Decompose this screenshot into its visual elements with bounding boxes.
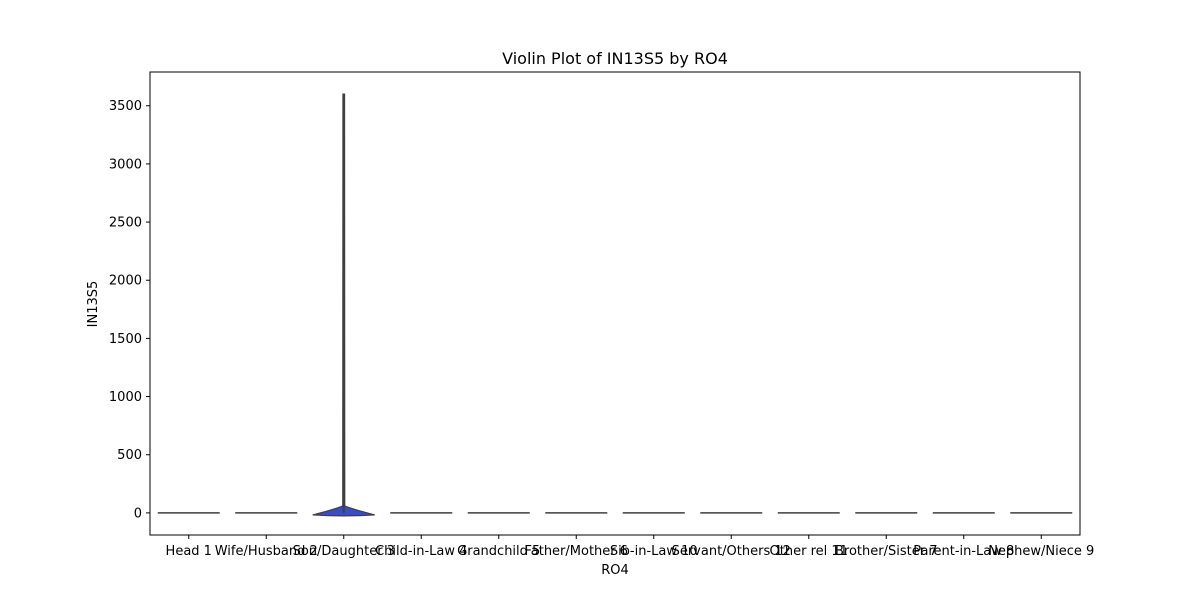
x-tick-label: Child-in-Law 4 bbox=[375, 544, 467, 559]
x-axis-label: RO4 bbox=[601, 563, 629, 578]
x-tick-label: Sib-in-Law 10 bbox=[610, 544, 698, 559]
x-tick-label: Servant/Others 12 bbox=[672, 544, 791, 559]
y-tick-label: 3000 bbox=[109, 157, 142, 172]
violin bbox=[312, 93, 375, 517]
y-tick-label: 500 bbox=[117, 448, 142, 463]
plot-frame bbox=[149, 71, 1081, 536]
x-tick-label: Son/Daughter 3 bbox=[293, 544, 395, 559]
x-tick-label: Parent-in-Law 8 bbox=[913, 544, 1014, 559]
chart-title: Violin Plot of IN13S5 by RO4 bbox=[502, 49, 728, 68]
y-tick-label: 0 bbox=[134, 506, 142, 521]
y-tick-label: 1500 bbox=[109, 332, 142, 347]
x-tick-label: Grandchild 5 bbox=[457, 544, 540, 559]
violin-series bbox=[157, 93, 1073, 517]
x-tick-label: Brother/Sister 7 bbox=[835, 544, 937, 559]
y-axis: 0 500 1000 1500 2000 2500 3000 3500 bbox=[109, 99, 150, 521]
x-tick-label: Nephew/Niece 9 bbox=[988, 544, 1094, 559]
y-tick-label: 3500 bbox=[109, 99, 142, 114]
x-tick-label: Wife/Husband 2 bbox=[215, 544, 318, 559]
x-tick-label: Head 1 bbox=[166, 544, 212, 559]
y-axis-label: IN13S5 bbox=[86, 281, 101, 328]
y-tick-label: 1000 bbox=[109, 390, 142, 405]
x-tick-label: Other rel 11 bbox=[770, 544, 848, 559]
y-tick-label: 2500 bbox=[109, 216, 142, 231]
x-tick-label: Father/Mother 6 bbox=[524, 544, 628, 559]
y-tick-label: 2000 bbox=[109, 274, 142, 289]
